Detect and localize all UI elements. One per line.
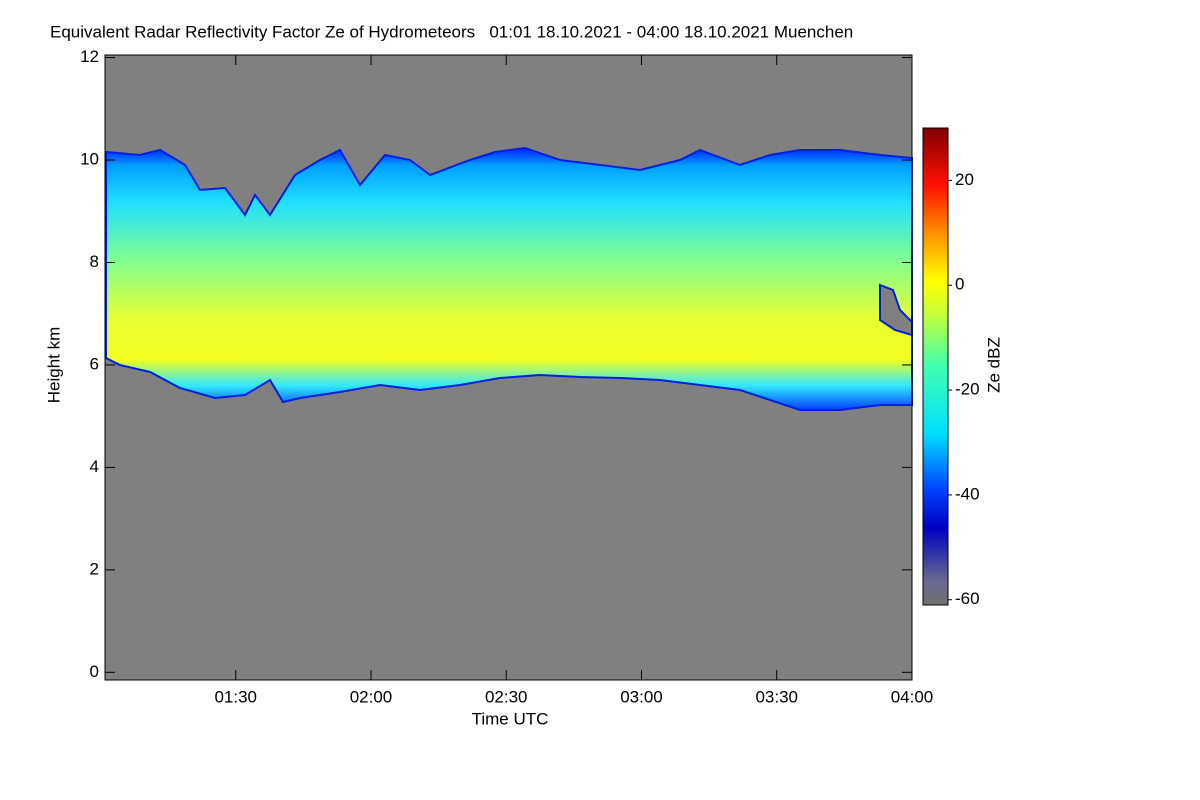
- colorbar-tick-label: 0: [955, 275, 964, 294]
- colorbar-tick-label: -60: [955, 589, 980, 608]
- x-tick-label: 01:30: [214, 687, 257, 706]
- x-axis-label: Time UTC: [472, 709, 549, 728]
- colorbar-tick-label: -20: [955, 380, 980, 399]
- colorbar-tick-label: 20: [955, 170, 974, 189]
- cloud-echo: [105, 146, 913, 411]
- y-tick-label: 6: [90, 354, 99, 373]
- x-tick-label: 02:00: [350, 687, 393, 706]
- x-tick-label: 03:00: [620, 687, 663, 706]
- y-axis-label: Height km: [44, 327, 63, 404]
- colorbar-label: Ze dBZ: [984, 337, 1003, 393]
- colorbar-tick-label: -40: [955, 484, 980, 503]
- plot-frame: [104, 54, 913, 681]
- colorbar: [922, 127, 949, 606]
- x-tick-label: 03:30: [755, 687, 798, 706]
- y-tick-label: 10: [80, 150, 99, 169]
- y-tick-label: 4: [90, 457, 99, 476]
- chart-title: Equivalent Radar Reflectivity Factor Ze …: [50, 22, 853, 41]
- y-tick-label: 12: [80, 47, 99, 66]
- y-tick-label: 2: [90, 559, 99, 578]
- x-tick-label: 02:30: [485, 687, 528, 706]
- x-tick-label: 04:00: [891, 687, 934, 706]
- y-tick-label: 0: [90, 662, 99, 681]
- y-tick-label: 8: [90, 252, 99, 271]
